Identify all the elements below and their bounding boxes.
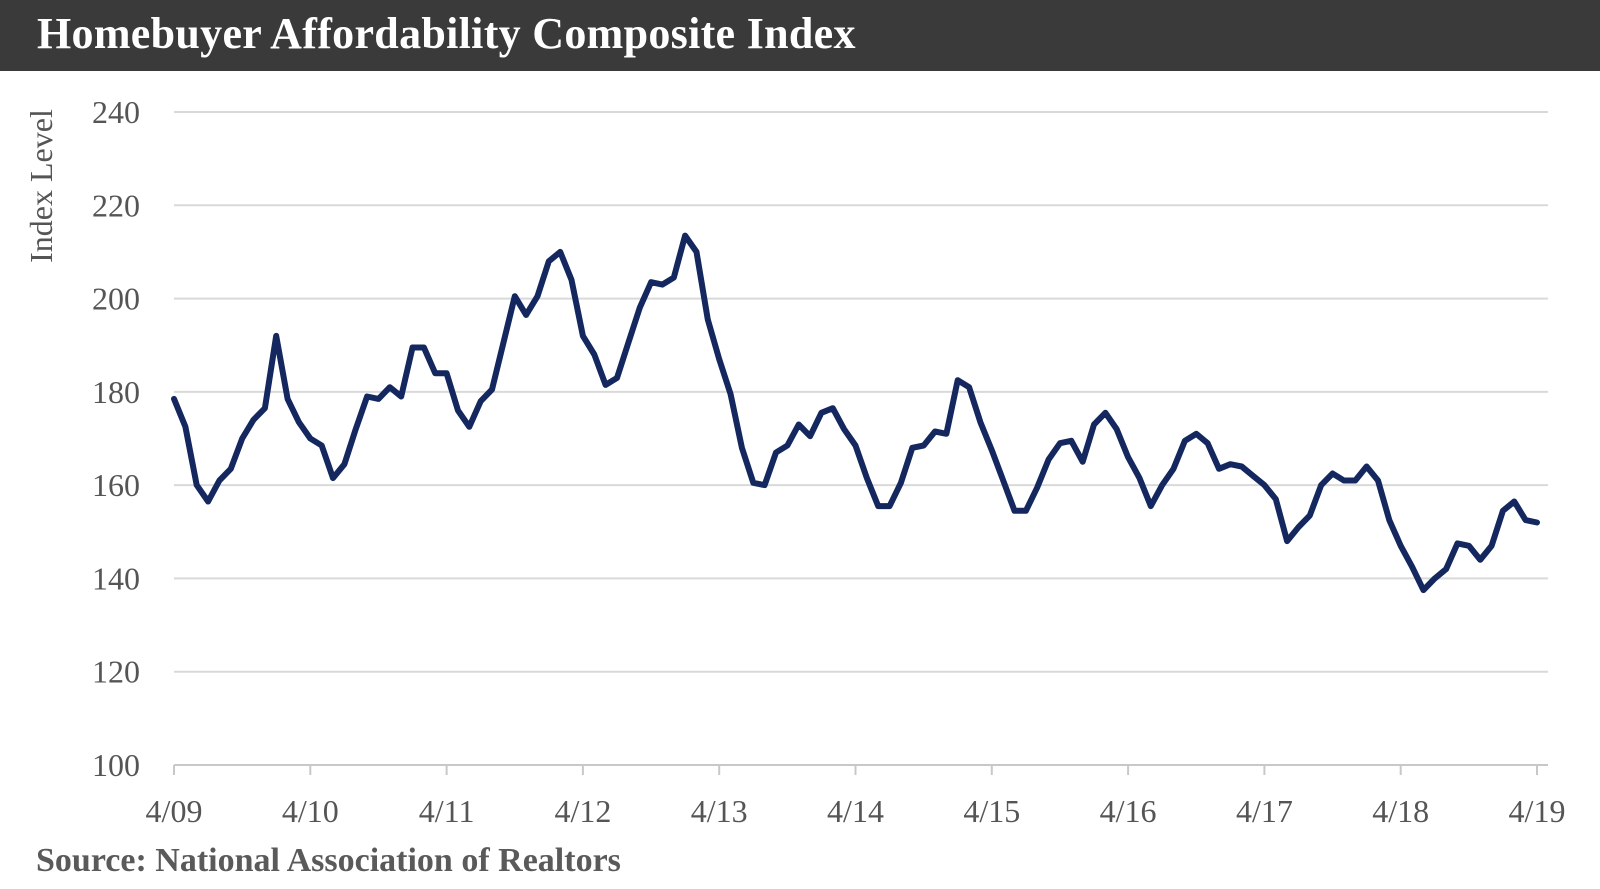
- x-tick-label: 4/16: [1100, 793, 1157, 829]
- title-bar: Homebuyer Affordability Composite Index: [0, 0, 1600, 71]
- y-tick-label: 220: [92, 187, 140, 223]
- y-axis-title: Index Level: [23, 109, 59, 263]
- x-tick-label: 4/11: [419, 793, 475, 829]
- x-tick-label: 4/19: [1509, 793, 1566, 829]
- x-tick-label: 4/18: [1372, 793, 1429, 829]
- y-axis-ticks: 100 120 140 160 180 200 220 240: [92, 94, 140, 783]
- x-tick-label: 4/09: [146, 793, 203, 829]
- chart-title: Homebuyer Affordability Composite Index: [37, 9, 856, 58]
- x-tick-label: 4/12: [554, 793, 611, 829]
- x-tick-label: 4/10: [282, 793, 339, 829]
- x-tick-label: 4/14: [827, 793, 884, 829]
- y-tick-label: 140: [92, 560, 140, 596]
- y-tick-label: 160: [92, 467, 140, 503]
- x-tick-label: 4/17: [1236, 793, 1293, 829]
- x-axis-ticks: 4/09 4/10 4/11 4/12 4/13 4/14 4/15 4/16 4/17 4/18…: [146, 765, 1566, 829]
- y-tick-label: 200: [92, 281, 140, 317]
- x-tick-label: 4/13: [691, 793, 748, 829]
- y-tick-label: 240: [92, 94, 140, 130]
- x-tick-label: 4/15: [963, 793, 1020, 829]
- gridlines: [174, 111, 1548, 673]
- source-note: Source: National Association of Realtors: [36, 842, 621, 879]
- y-tick-label: 100: [92, 747, 140, 783]
- series-line: [171, 232, 1540, 594]
- y-tick-label: 180: [92, 374, 140, 410]
- y-tick-label: 120: [92, 654, 140, 690]
